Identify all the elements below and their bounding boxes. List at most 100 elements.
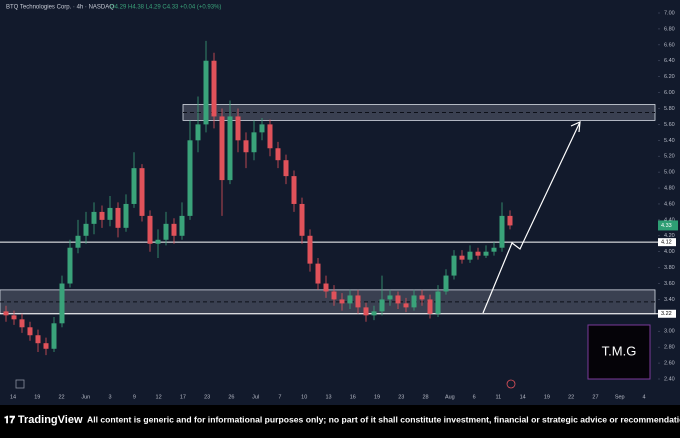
candle-body [171,223,177,236]
y-tick-label: 3.80 [664,265,675,271]
x-tick-label: 6 [473,394,476,400]
candle-body [59,283,65,324]
x-tick-label: 10 [301,394,307,400]
footer-disclaimer: All content is generic and for informati… [87,414,680,424]
x-tick-label: 27 [592,394,598,400]
candle-body [187,140,193,216]
y-tick-label: 4.00 [664,249,675,255]
y-tick-label: 3.40 [664,297,675,303]
y-tick-label: 4.80 [664,185,675,191]
level-tag [658,238,676,247]
candle-body [299,203,305,236]
candle-body [483,251,489,256]
candle-body [107,207,113,220]
x-tick-label: Jul [252,394,259,400]
candle-body [307,235,313,264]
candle-body [395,295,401,304]
x-tick-label: Aug [445,394,455,400]
icon[interactable] [15,379,25,389]
candle-body [75,235,81,248]
candle-body [259,124,265,133]
candle-body [227,116,233,181]
event-icon[interactable] [506,379,516,389]
candle-body [43,343,49,349]
x-tick-label: 14 [10,394,16,400]
candle-body [219,116,225,181]
candle-body [243,140,249,153]
candle-body [491,247,497,252]
candle-body [443,275,449,292]
x-tick-label: 11 [496,394,502,400]
candle-body [507,215,513,226]
y-tick-label: 3.60 [664,281,675,287]
y-tick-label: 2.40 [664,376,675,382]
ohlc-text: O4.29 H4.38 L4.29 C4.33 +0.04 (+0.93%) [110,5,221,11]
candle-body [451,255,457,276]
candle-body [371,311,377,316]
candle-body [339,299,345,304]
candle-body [11,315,17,320]
candle-body [99,211,105,220]
y-tick-label: 7.00 [664,10,675,16]
candle-body [147,215,153,244]
candle-body [3,311,9,316]
y-tick-label: 5.60 [664,122,675,128]
candle-body [411,295,417,308]
candle-body [283,160,289,177]
y-tick-label: 4.60 [664,201,675,207]
level-label: 4.12 [661,240,672,246]
x-tick-label: 26 [228,394,234,400]
candle-body [459,255,465,260]
candle-body [403,303,409,308]
candle-body [475,251,481,256]
x-tick-label: 4 [642,394,645,400]
last-price-tag [658,220,678,231]
x-tick-label: Jun [81,394,90,400]
candle-body [331,291,337,300]
x-tick-label: 12 [156,394,162,400]
candle-body [387,295,393,300]
candle-body [27,327,33,336]
candle-body [267,124,273,149]
candle-body [499,215,505,248]
candle-body [123,203,129,228]
last-price-label: 4.33 [661,223,672,229]
candle-body [195,124,201,141]
candle-body [115,207,121,228]
logo-box [587,324,651,380]
y-tick-label: 3.00 [664,329,675,335]
candle-body [139,168,145,216]
candle-body [203,60,209,125]
y-tick-label: 5.80 [664,106,675,112]
candle-body [235,116,241,141]
candle-body [363,307,369,316]
x-tick-label: 28 [423,394,429,400]
y-tick-label: 5.00 [664,170,675,176]
candle-body [251,132,257,153]
x-tick-label: 7 [278,394,281,400]
y-tick-label: 5.20 [664,154,675,160]
candle-body [291,176,297,204]
candle-body [83,223,89,236]
candle-body [91,211,97,224]
x-tick-label: 17 [180,394,186,400]
y-tick-label: 4.20 [664,233,675,239]
candle-body [35,335,41,344]
candle-body [179,215,185,236]
x-tick-label: 19 [34,394,40,400]
candle-body [163,223,169,240]
x-tick-label: 16 [350,394,356,400]
candle-body [347,295,353,304]
x-tick-label: 14 [520,394,526,400]
y-tick-label: 2.60 [664,361,675,367]
arrow-head [570,121,581,133]
x-tick-label: 3 [109,394,112,400]
x-tick-label: 23 [204,394,210,400]
footer-bar [0,405,680,433]
projection-arrow [482,121,581,314]
candle-body [275,148,281,161]
x-tick-label: 19 [374,394,380,400]
y-tick-label: 5.40 [664,138,675,144]
